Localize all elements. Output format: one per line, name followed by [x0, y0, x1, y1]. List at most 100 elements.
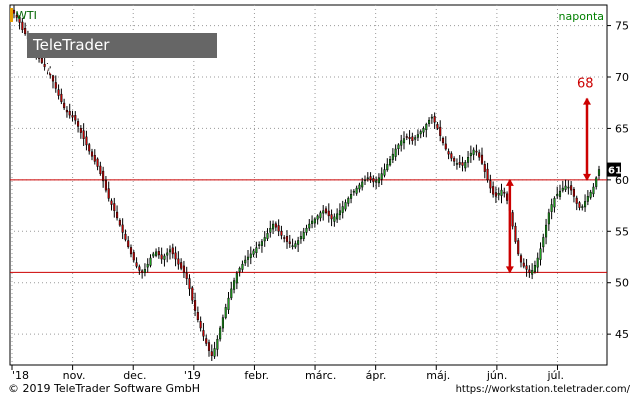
candle-down — [118, 220, 121, 226]
candle-down — [127, 240, 130, 247]
candle-down — [570, 185, 573, 191]
candle-down — [65, 109, 68, 113]
candle-down — [405, 136, 408, 138]
source-url[interactable]: https://workstation.teletrader.com/ — [455, 384, 630, 395]
candle-up — [299, 236, 302, 240]
candle-up — [533, 264, 536, 272]
candle-up — [472, 149, 475, 155]
instrument-title: WTI — [10, 8, 37, 22]
x-tick-label: jún. — [486, 369, 508, 382]
watermark: TeleTrader WorkStation — [27, 33, 217, 79]
candle-up — [263, 237, 266, 242]
candle-down — [88, 144, 91, 152]
candle-down — [96, 158, 99, 167]
x-tick-label: márc. — [305, 369, 336, 382]
candle-down — [141, 270, 144, 273]
candle-up — [386, 164, 389, 171]
candle-down — [199, 321, 202, 329]
candle-down — [43, 64, 46, 67]
candle-down — [369, 176, 372, 181]
candle-up — [302, 232, 305, 239]
candle-up — [536, 257, 539, 268]
candle-down — [489, 180, 492, 189]
candle-up — [152, 253, 155, 257]
candle-down — [433, 116, 436, 123]
candle-down — [46, 67, 49, 72]
candle-down — [129, 247, 133, 255]
candle-up — [294, 243, 297, 248]
candle-up — [230, 288, 233, 299]
period-label: naponta — [558, 10, 604, 23]
candle-down — [514, 225, 517, 242]
candle-up — [469, 152, 472, 157]
candle-up — [430, 116, 433, 119]
candle-up — [397, 144, 400, 149]
candle-up — [246, 256, 250, 260]
candle-up — [238, 268, 241, 272]
y-tick-label: 70 — [615, 71, 629, 84]
candle-down — [274, 223, 277, 228]
candle-up — [564, 185, 567, 190]
watermark-part2: WorkStation — [33, 61, 139, 79]
x-tick-label: ápr. — [366, 369, 387, 382]
candle-down — [475, 150, 478, 153]
candle-up — [595, 177, 598, 187]
candle-down — [494, 192, 497, 197]
candle-up — [584, 201, 587, 208]
watermark-part1: TeleTrader — [33, 36, 110, 54]
candle-up — [305, 227, 308, 233]
candle-up — [219, 327, 222, 340]
candle-down — [188, 278, 191, 290]
candle-down — [506, 193, 509, 201]
y-tick-label: 55 — [615, 225, 629, 238]
candle-down — [444, 143, 447, 150]
candle-up — [375, 180, 378, 183]
x-tick-label: dec. — [123, 369, 146, 382]
candle-up — [260, 241, 263, 246]
candle-down — [185, 272, 188, 279]
candle-up — [163, 255, 166, 260]
candle-down — [194, 300, 197, 311]
candle-up — [366, 177, 369, 180]
candle-down — [283, 237, 286, 239]
range-arrow-head-top — [505, 178, 514, 186]
instrument-name: WTI — [16, 8, 37, 22]
candle-down — [54, 82, 57, 89]
candle-down — [492, 186, 495, 195]
candle-down — [21, 21, 24, 30]
candle-up — [155, 251, 158, 256]
candle-up — [241, 263, 244, 270]
candle-down — [107, 188, 110, 199]
candle-down — [121, 224, 124, 233]
candle-down — [572, 188, 575, 197]
candle-down — [196, 312, 199, 320]
candle-down — [511, 212, 514, 227]
candle-up — [341, 206, 344, 213]
gridlines — [10, 5, 607, 365]
candle-up — [355, 187, 358, 194]
candle-down — [519, 255, 523, 263]
candle-down — [60, 93, 63, 102]
candle-up — [545, 224, 548, 238]
candle-down — [177, 258, 180, 265]
candle-up — [258, 244, 261, 246]
candle-down — [330, 214, 333, 220]
candle-down — [174, 252, 177, 260]
candle-up — [567, 186, 570, 189]
candle-up — [500, 189, 503, 196]
candle-down — [15, 14, 18, 18]
candle-up — [592, 186, 595, 195]
candle-up — [422, 128, 425, 133]
candle-down — [525, 265, 528, 270]
candle-down — [132, 252, 135, 261]
candle-down — [517, 240, 520, 255]
candle-down — [74, 115, 77, 121]
candle-down — [575, 197, 578, 204]
candle-up — [149, 257, 152, 266]
target-arrow-head-bottom — [583, 173, 591, 181]
candle-down — [439, 126, 442, 136]
candle-down — [277, 225, 280, 232]
candle-down — [124, 233, 127, 240]
x-tick-label: máj. — [426, 369, 450, 382]
